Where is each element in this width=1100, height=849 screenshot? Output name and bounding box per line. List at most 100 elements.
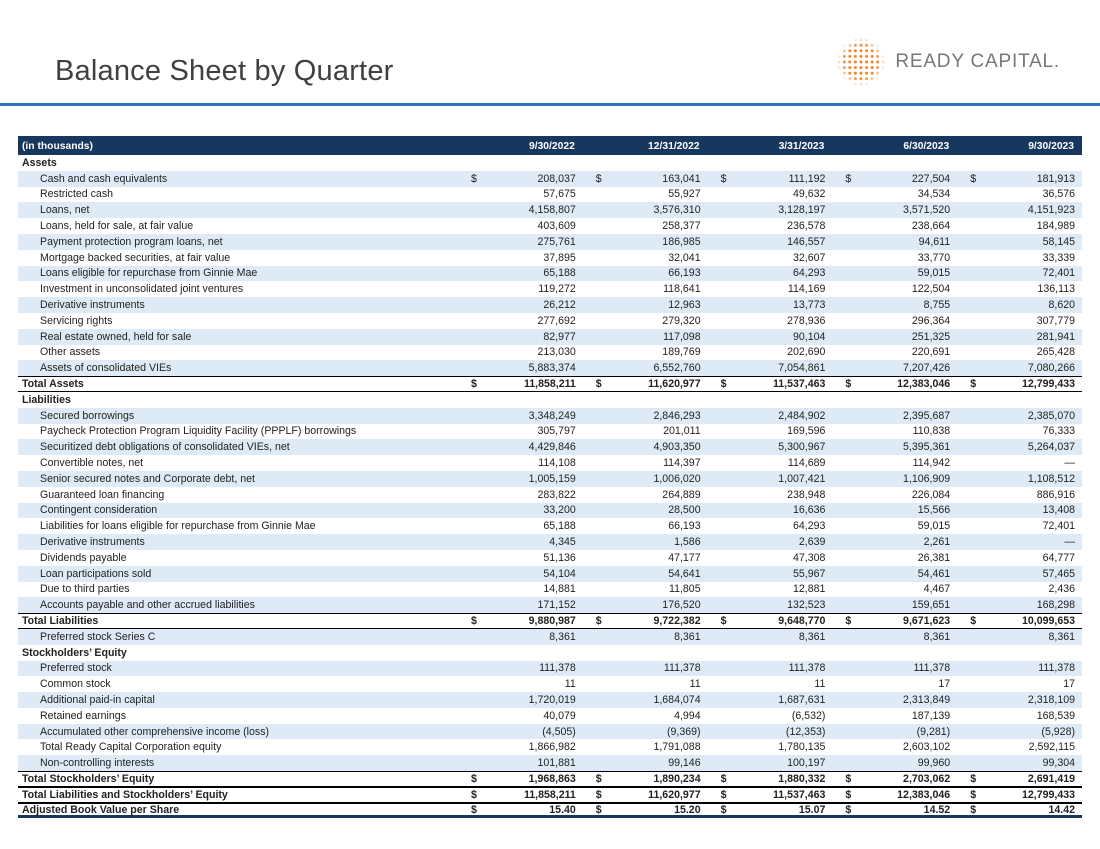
- value-cell: 49,632: [708, 187, 833, 203]
- value-number: 100,197: [787, 757, 826, 770]
- value-number: 26,381: [917, 551, 951, 564]
- value-number: 11: [564, 678, 576, 691]
- data-row: Preferred stock 111,378 111,378 111,378 111,…: [18, 660, 1082, 677]
- value-cell: —: [957, 455, 1082, 471]
- value-number: 117,098: [663, 330, 701, 343]
- value-number: 59,015: [917, 520, 951, 533]
- data-row: Preferred stock Series C 8,361 8,361 8,361 8…: [18, 628, 1082, 645]
- value-cell: 118,641: [583, 281, 708, 297]
- value-number: 8,361: [923, 630, 951, 643]
- row-label: Derivative instruments: [40, 536, 145, 549]
- value-number: 238,664: [911, 220, 951, 233]
- value-cell: 296,364: [832, 313, 957, 329]
- data-row: Assets of consolidated VIEs 5,883,374 6,55…: [18, 360, 1082, 377]
- value-number: 4,345: [549, 536, 576, 549]
- value-cell: (4,505): [458, 724, 583, 740]
- value-cell: 119,272: [458, 281, 583, 297]
- value-number: 2,385,070: [1027, 409, 1075, 422]
- value-number: 15.20: [674, 803, 701, 816]
- value-number: 1,108,512: [1027, 472, 1075, 485]
- row-label: Mortgage backed securities, at fair valu…: [40, 251, 231, 264]
- row-label: Due to third parties: [40, 583, 130, 596]
- value-number: 5,300,967: [778, 441, 826, 454]
- value-cell: 32,607: [708, 250, 833, 266]
- value-number: 265,428: [1036, 346, 1075, 359]
- value-cell: 258,377: [583, 218, 708, 234]
- dollar-sign: $: [595, 615, 602, 627]
- value-cell: 72,401: [957, 266, 1082, 282]
- row-label: Total Ready Capital Corporation equity: [40, 741, 222, 754]
- row-label: Securitized debt obligations of consolid…: [40, 441, 290, 454]
- data-row: Derivative instruments 4,345 1,586 2,639 2,2…: [18, 534, 1082, 550]
- data-row: Retained earnings 40,079 4,994 (6,532) 187,1…: [18, 707, 1082, 724]
- value-number: 65,188: [543, 520, 576, 533]
- value-number: 2,703,062: [903, 772, 951, 785]
- value-cell: $9,671,623: [832, 614, 957, 628]
- value-cell: 65,188: [458, 266, 583, 282]
- dollar-sign: $: [471, 803, 477, 816]
- value-number: 54,461: [917, 567, 951, 580]
- value-cell: 5,883,374: [458, 360, 583, 376]
- value-number: 136,113: [1037, 283, 1075, 296]
- value-number: 122,504: [911, 283, 951, 296]
- column-header-date: 3/31/2023: [778, 141, 825, 152]
- value-number: 4,467: [923, 583, 951, 596]
- value-number: 12,383,046: [897, 788, 951, 801]
- value-cell: 90,104: [708, 329, 833, 345]
- value-cell: 55,967: [708, 566, 833, 582]
- value-cell: $12,383,046: [832, 377, 957, 391]
- value-cell: 47,308: [708, 550, 833, 566]
- value-number: 168,298: [1036, 599, 1075, 612]
- value-cell: 136,113: [957, 281, 1082, 297]
- value-cell: $1,890,234: [583, 772, 708, 786]
- value-cell: 8,361: [957, 629, 1082, 645]
- dollar-sign: $: [471, 615, 477, 627]
- value-cell: 1,006,020: [583, 471, 708, 487]
- value-number: 1,791,088: [653, 741, 701, 754]
- data-row: Paycheck Protection Program Liquidity Fa…: [18, 423, 1082, 440]
- value-number: 118,641: [663, 283, 701, 296]
- value-cell: 8,361: [708, 629, 833, 645]
- value-cell: 7,054,861: [708, 360, 833, 376]
- data-row: Senior secured notes and Corporate debt,…: [18, 470, 1082, 487]
- value-cell: $111,192: [708, 171, 833, 187]
- value-cell: 7,080,266: [957, 360, 1082, 376]
- value-cell: 226,084: [832, 487, 957, 503]
- value-number: 176,520: [662, 599, 701, 612]
- row-label: Convertible notes, net: [40, 457, 144, 470]
- value-cell: 8,755: [832, 297, 957, 313]
- table-header-row: (in thousands) 9/30/2022 12/31/2022 3/31/20…: [18, 138, 1082, 155]
- value-number: 305,797: [537, 425, 576, 438]
- value-number: 4,903,350: [653, 441, 701, 454]
- row-label: Payment protection program loans, net: [40, 235, 223, 248]
- value-number: 9,648,770: [778, 615, 826, 627]
- value-number: 11,537,463: [772, 378, 826, 391]
- value-cell: [957, 645, 1082, 661]
- value-cell: 251,325: [832, 329, 957, 345]
- value-cell: 58,145: [957, 234, 1082, 250]
- value-number: 8,361: [1048, 630, 1075, 643]
- value-number: 258,377: [662, 220, 701, 233]
- value-number: 187,139: [911, 709, 951, 722]
- value-number: 55,967: [792, 567, 826, 580]
- dollar-sign: $: [720, 172, 727, 185]
- value-number: 5,883,374: [528, 362, 576, 375]
- value-cell: 11: [708, 676, 833, 692]
- value-cell: 40,079: [458, 708, 583, 724]
- dollar-sign: $: [471, 772, 477, 785]
- data-row: Loans, held for sale, at fair value 403,6…: [18, 218, 1082, 234]
- value-cell: [708, 155, 833, 171]
- value-cell: 1,687,631: [708, 692, 833, 708]
- value-number: 99,304: [1042, 757, 1075, 770]
- value-cell: 66,193: [583, 518, 708, 534]
- value-cell: 2,313,849: [832, 692, 957, 708]
- data-row: Common stock 11 11 11 17 17: [18, 676, 1082, 693]
- value-cell: 4,467: [832, 582, 957, 598]
- value-number: 202,690: [787, 346, 826, 359]
- value-cell: 236,578: [708, 218, 833, 234]
- value-number: 110,838: [912, 425, 951, 438]
- value-number: (12,353): [785, 725, 826, 738]
- value-cell: 265,428: [957, 345, 1082, 361]
- value-number: 15,566: [917, 504, 951, 517]
- data-row: Securitized debt obligations of consolid…: [18, 439, 1082, 456]
